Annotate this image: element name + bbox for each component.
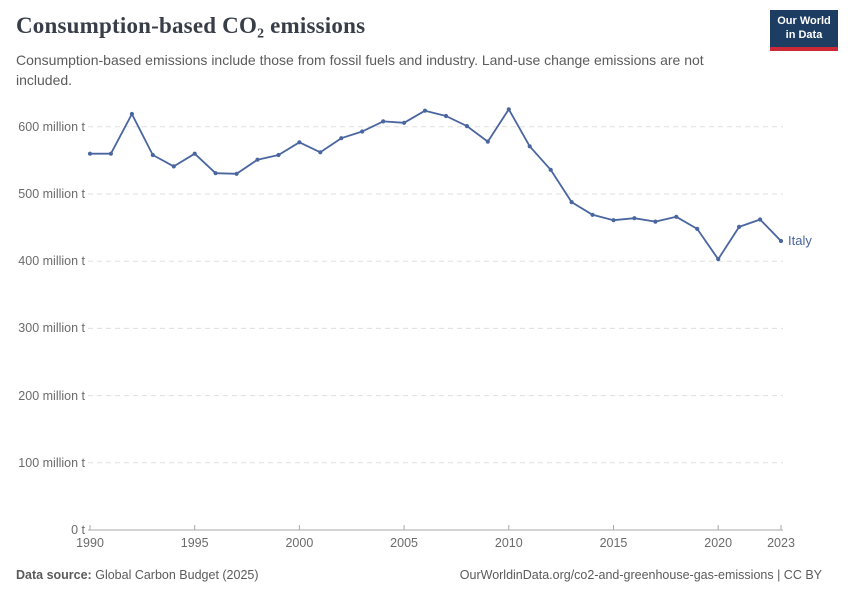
x-axis-label: 2010 [494,536,523,550]
data-point [506,107,511,112]
data-point [569,200,574,205]
y-axis-label: 500 million t [18,187,85,201]
data-point [339,136,344,141]
x-axis-label: 2015 [599,536,628,550]
license-credit[interactable]: OurWorldinData.org/co2-and-greenhouse-ga… [459,568,822,582]
data-source-label: Data source: [16,568,92,582]
data-point [213,171,218,176]
x-axis-label: 1995 [180,536,209,550]
data-point [778,238,784,244]
data-point [360,129,365,134]
data-point [737,224,742,229]
y-axis-label: 100 million t [18,455,85,470]
x-axis-label: 2023 [767,536,795,550]
y-axis-label: 600 million t [18,119,85,134]
data-point [129,111,134,117]
data-point [422,108,428,113]
data-point [87,151,93,156]
data-point [402,120,407,125]
data-point [443,113,449,119]
data-point [485,139,490,144]
data-source-value: Global Carbon Budget (2025) [95,568,259,582]
entity-label-italy[interactable]: Italy [788,233,812,249]
series-line-italy [89,108,782,261]
page-title: Consumption-based CO₂ emissions [16,13,366,38]
owid-logo-line1: Our World [777,15,831,27]
x-axis-label: 2020 [704,536,733,550]
data-point [234,171,239,176]
data-point [695,226,700,231]
data-point [590,212,595,217]
x-axis-label: 2000 [285,536,314,550]
data-point [276,152,281,158]
y-axis-label: 400 million t [18,254,85,269]
data-point [464,124,469,129]
data-point [318,150,323,155]
data-point [150,152,155,158]
x-axis-label: 2005 [390,536,418,550]
data-point [171,164,176,169]
data-point [548,167,553,172]
data-point [381,119,386,124]
x-axis-label: 1990 [76,536,104,550]
chart-subtitle: Consumption-based emissions include thos… [16,52,704,88]
data-point [297,140,302,145]
y-axis-label: 0 t [71,523,85,537]
data-point [653,219,658,224]
owid-logo-line2: in Data [785,28,823,41]
data-point [192,151,197,156]
y-axis-label: 200 million t [18,388,85,403]
data-point [527,144,532,149]
y-axis-label: 300 million t [18,321,85,336]
data-point [255,157,260,162]
data-point [108,151,113,156]
owid-logo[interactable]: Our World in Data [770,10,838,51]
data-point [758,217,763,222]
data-point [674,214,679,219]
data-point [716,257,721,262]
data-source-note: Data source: Global Carbon Budget (2025) [16,568,259,582]
data-point [611,218,616,223]
data-point [632,216,637,221]
chart-footer: Data source: Global Carbon Budget (2025)… [16,568,822,582]
